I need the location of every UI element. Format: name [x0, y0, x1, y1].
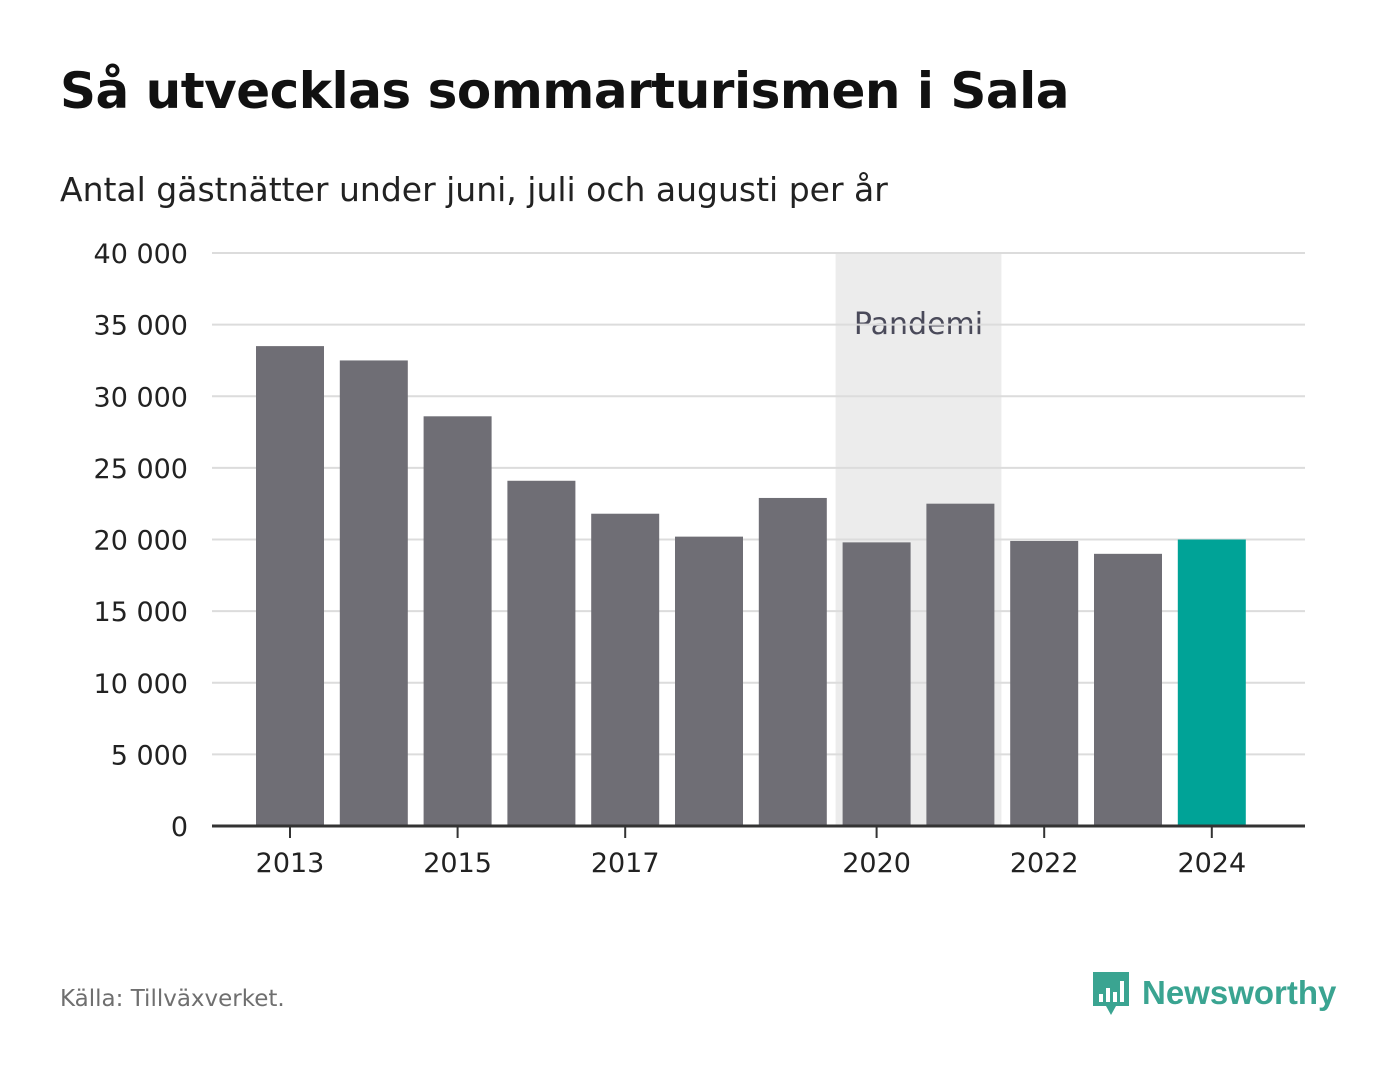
x-tick-label: 2022	[1010, 848, 1079, 879]
bar-2018	[675, 536, 743, 826]
y-tick-label: 15 000	[94, 597, 188, 628]
bar-2015	[423, 416, 492, 826]
source-note: Källa: Tillväxverket.	[60, 986, 285, 1012]
newsworthy-brand[interactable]: Newsworthy	[1090, 968, 1336, 1018]
bar-2022	[1010, 540, 1079, 826]
y-tick-label: 5 000	[111, 740, 188, 771]
x-tick-label: 2024	[1177, 848, 1246, 879]
bar-2021	[926, 503, 995, 826]
x-tick-label: 2020	[842, 848, 911, 879]
chart-subtitle: Antal gästnätter under juni, juli och au…	[60, 170, 888, 209]
y-tick-label: 40 000	[94, 239, 188, 270]
x-tick-label: 2017	[591, 848, 660, 879]
bar-2017	[591, 513, 660, 826]
bar-2016	[507, 480, 576, 826]
chart-title: Så utvecklas sommarturismen i Sala	[60, 62, 1070, 120]
newsworthy-logo-icon	[1093, 972, 1129, 1015]
bar-2019	[758, 497, 827, 826]
brand-name: Newsworthy	[1142, 974, 1337, 1011]
y-tick-label: 10 000	[94, 669, 188, 700]
y-tick-label: 25 000	[94, 454, 188, 485]
y-tick-label: 0	[171, 812, 188, 843]
x-tick-label: 2013	[256, 848, 325, 879]
y-tick-label: 20 000	[94, 526, 188, 557]
bar-2024	[1177, 539, 1246, 826]
y-tick-label: 35 000	[94, 311, 188, 342]
bar-2023	[1094, 553, 1162, 826]
x-tick-label: 2015	[423, 848, 492, 879]
bar-2013	[256, 346, 324, 826]
y-tick-label: 30 000	[94, 382, 188, 413]
bar-2014	[339, 360, 408, 826]
bar-2020	[842, 542, 911, 826]
